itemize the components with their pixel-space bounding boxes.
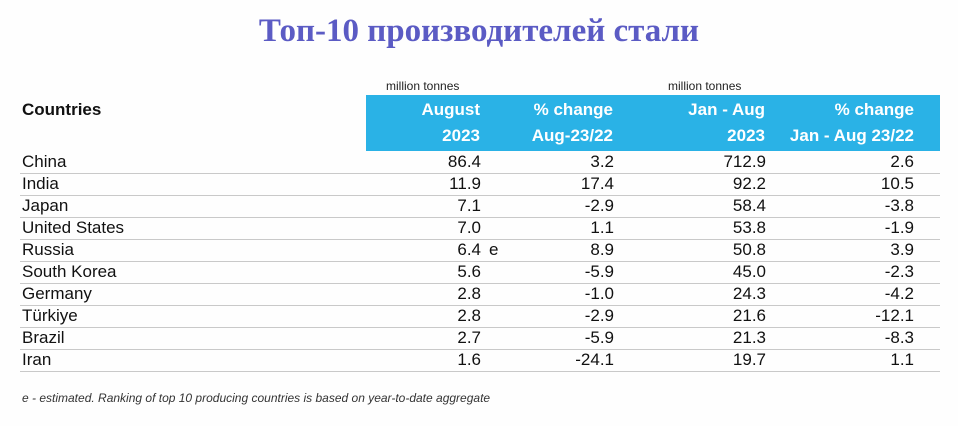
august-pct-change: -5.9 xyxy=(584,328,614,347)
august-value: 7.1 xyxy=(457,196,481,215)
country-name: Türkiye xyxy=(22,306,78,325)
ytd-value: 53.8 xyxy=(732,218,766,237)
ytd-pct-change: 2.6 xyxy=(890,152,914,171)
country-name: Germany xyxy=(22,284,92,303)
august-pct-change: 8.9 xyxy=(590,240,614,259)
country-name: Iran xyxy=(22,350,52,369)
table-header-band: August 2023 % change Aug-23/22 Jan - Aug… xyxy=(366,95,940,151)
country-name: Russia xyxy=(22,240,74,259)
ytd-value: 45.0 xyxy=(732,262,766,281)
august-value: 5.6 xyxy=(457,262,481,281)
august-value: 7.0 xyxy=(457,218,481,237)
table-row: Germany 2.8 -1.0 24.3 -4.2 xyxy=(20,283,940,306)
table-row: Japan 7.1 -2.9 58.4 -3.8 xyxy=(20,195,940,218)
august-pct-change: -5.9 xyxy=(584,262,614,281)
table-row: Iran 1.6 -24.1 19.7 1.1 xyxy=(20,349,940,372)
page-title: Топ-10 производителей стали xyxy=(258,13,700,49)
country-name: Japan xyxy=(22,196,69,215)
header-august: August xyxy=(421,100,480,119)
august-value: 86.4 xyxy=(447,152,481,171)
ytd-pct-change: 3.9 xyxy=(890,240,914,259)
country-name: India xyxy=(22,174,59,193)
estimate-flag: e xyxy=(489,240,499,259)
august-pct-change: -24.1 xyxy=(575,350,614,369)
ytd-value: 19.7 xyxy=(732,350,766,369)
august-pct-change: 17.4 xyxy=(580,174,614,193)
table-row: Brazil 2.7 -5.9 21.3 -8.3 xyxy=(20,327,940,350)
ytd-pct-change: -1.9 xyxy=(884,218,914,237)
table-row: India 11.9 17.4 92.2 10.5 xyxy=(20,173,940,196)
august-value: 1.6 xyxy=(457,350,481,369)
country-name: United States xyxy=(22,218,125,237)
unit-label-ytd: million tonnes xyxy=(668,79,742,93)
ytd-value: 58.4 xyxy=(732,196,766,215)
ytd-pct-change: -8.3 xyxy=(884,328,914,347)
header-pct-change-ytd-period: Jan - Aug 23/22 xyxy=(789,126,914,145)
ytd-pct-change: -2.3 xyxy=(884,262,914,281)
ytd-value: 24.3 xyxy=(732,284,766,303)
august-pct-change: -2.9 xyxy=(584,306,614,325)
country-name: Brazil xyxy=(22,328,65,347)
august-value: 2.7 xyxy=(457,328,481,347)
header-jan-aug-year: 2023 xyxy=(727,126,765,145)
ytd-pct-change: -4.2 xyxy=(884,284,914,303)
ytd-value: 712.9 xyxy=(723,152,766,171)
table-row: Russia 6.4 e 8.9 50.8 3.9 xyxy=(20,239,940,262)
header-pct-change-month: % change xyxy=(533,100,613,119)
ytd-value: 21.3 xyxy=(732,328,766,347)
august-value: 2.8 xyxy=(457,306,481,325)
unit-label-monthly: million tonnes xyxy=(386,79,460,93)
ytd-value: 21.6 xyxy=(732,306,766,325)
august-value: 6.4 xyxy=(457,240,481,259)
header-pct-change-month-period: Aug-23/22 xyxy=(531,126,613,145)
header-pct-change-ytd: % change xyxy=(834,100,914,119)
august-pct-change: 1.1 xyxy=(590,218,614,237)
country-name: South Korea xyxy=(22,262,117,281)
ytd-pct-change: -3.8 xyxy=(884,196,914,215)
ytd-value: 92.2 xyxy=(732,174,766,193)
ytd-pct-change: 10.5 xyxy=(880,174,914,193)
table-row: United States 7.0 1.1 53.8 -1.9 xyxy=(20,217,940,240)
ytd-pct-change: 1.1 xyxy=(890,350,914,369)
header-jan-aug: Jan - Aug xyxy=(688,100,765,119)
august-pct-change: -2.9 xyxy=(584,196,614,215)
august-pct-change: -1.0 xyxy=(584,284,614,303)
footnote: e - estimated. Ranking of top 10 produci… xyxy=(22,391,491,405)
august-pct-change: 3.2 xyxy=(590,152,614,171)
header-august-year: 2023 xyxy=(442,126,480,145)
ytd-value: 50.8 xyxy=(732,240,766,259)
table-row: Türkiye 2.8 -2.9 21.6 -12.1 xyxy=(20,305,940,328)
table-row: South Korea 5.6 -5.9 45.0 -2.3 xyxy=(20,261,940,284)
august-value: 2.8 xyxy=(457,284,481,303)
countries-header: Countries xyxy=(22,100,102,119)
table-row: China 86.4 3.2 712.9 2.6 xyxy=(20,151,940,174)
ytd-pct-change: -12.1 xyxy=(875,306,914,325)
august-value: 11.9 xyxy=(449,174,481,193)
country-name: China xyxy=(22,152,67,171)
